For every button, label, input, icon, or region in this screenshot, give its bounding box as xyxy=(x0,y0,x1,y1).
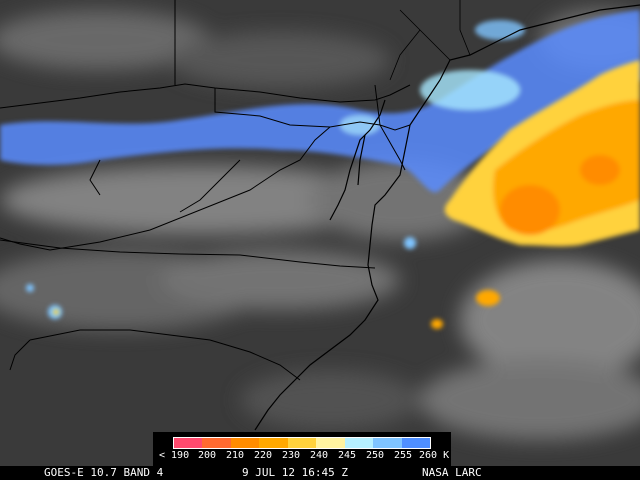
legend-label: 230 xyxy=(282,450,301,461)
satellite-band-label: GOES-E 10.7 BAND 4 xyxy=(44,466,164,479)
legend-label: 245 xyxy=(338,450,357,461)
legend-label: 260 K xyxy=(419,450,450,461)
source-label: NASA LARC xyxy=(422,466,482,479)
legend-swatch xyxy=(401,438,430,448)
cold-cloud-tops-blue xyxy=(0,10,640,319)
legend-swatch xyxy=(373,438,402,448)
legend-swatch xyxy=(316,438,345,448)
legend-label: 255 xyxy=(394,450,413,461)
legend-labels: < 190 200 210 220 230 240 245 250 255 26… xyxy=(153,450,451,464)
legend-color-bar xyxy=(173,437,431,449)
image-caption-bar: GOES-E 10.7 BAND 4 9 JUL 12 16:45 Z NASA… xyxy=(0,466,640,480)
legend-label: 220 xyxy=(254,450,273,461)
legend-swatch xyxy=(230,438,260,448)
temperature-legend: < 190 200 210 220 230 240 245 250 255 26… xyxy=(153,432,451,466)
coldest-cloud-tops-warm-colors xyxy=(53,60,640,329)
legend-label: 240 xyxy=(310,450,329,461)
legend-label: 250 xyxy=(366,450,385,461)
state-borders xyxy=(0,0,411,381)
legend-swatch xyxy=(287,438,317,448)
legend-label: 200 xyxy=(198,450,217,461)
legend-swatch xyxy=(344,438,374,448)
legend-label: 210 xyxy=(226,450,245,461)
legend-swatch xyxy=(174,438,203,448)
legend-swatch xyxy=(259,438,288,448)
county-state-lines-northeast xyxy=(389,0,471,81)
datetime-label: 9 JUL 12 16:45 Z xyxy=(242,466,348,479)
legend-label: < 190 xyxy=(159,450,190,461)
legend-swatch xyxy=(202,438,231,448)
gray-cloud-haze xyxy=(0,10,640,440)
